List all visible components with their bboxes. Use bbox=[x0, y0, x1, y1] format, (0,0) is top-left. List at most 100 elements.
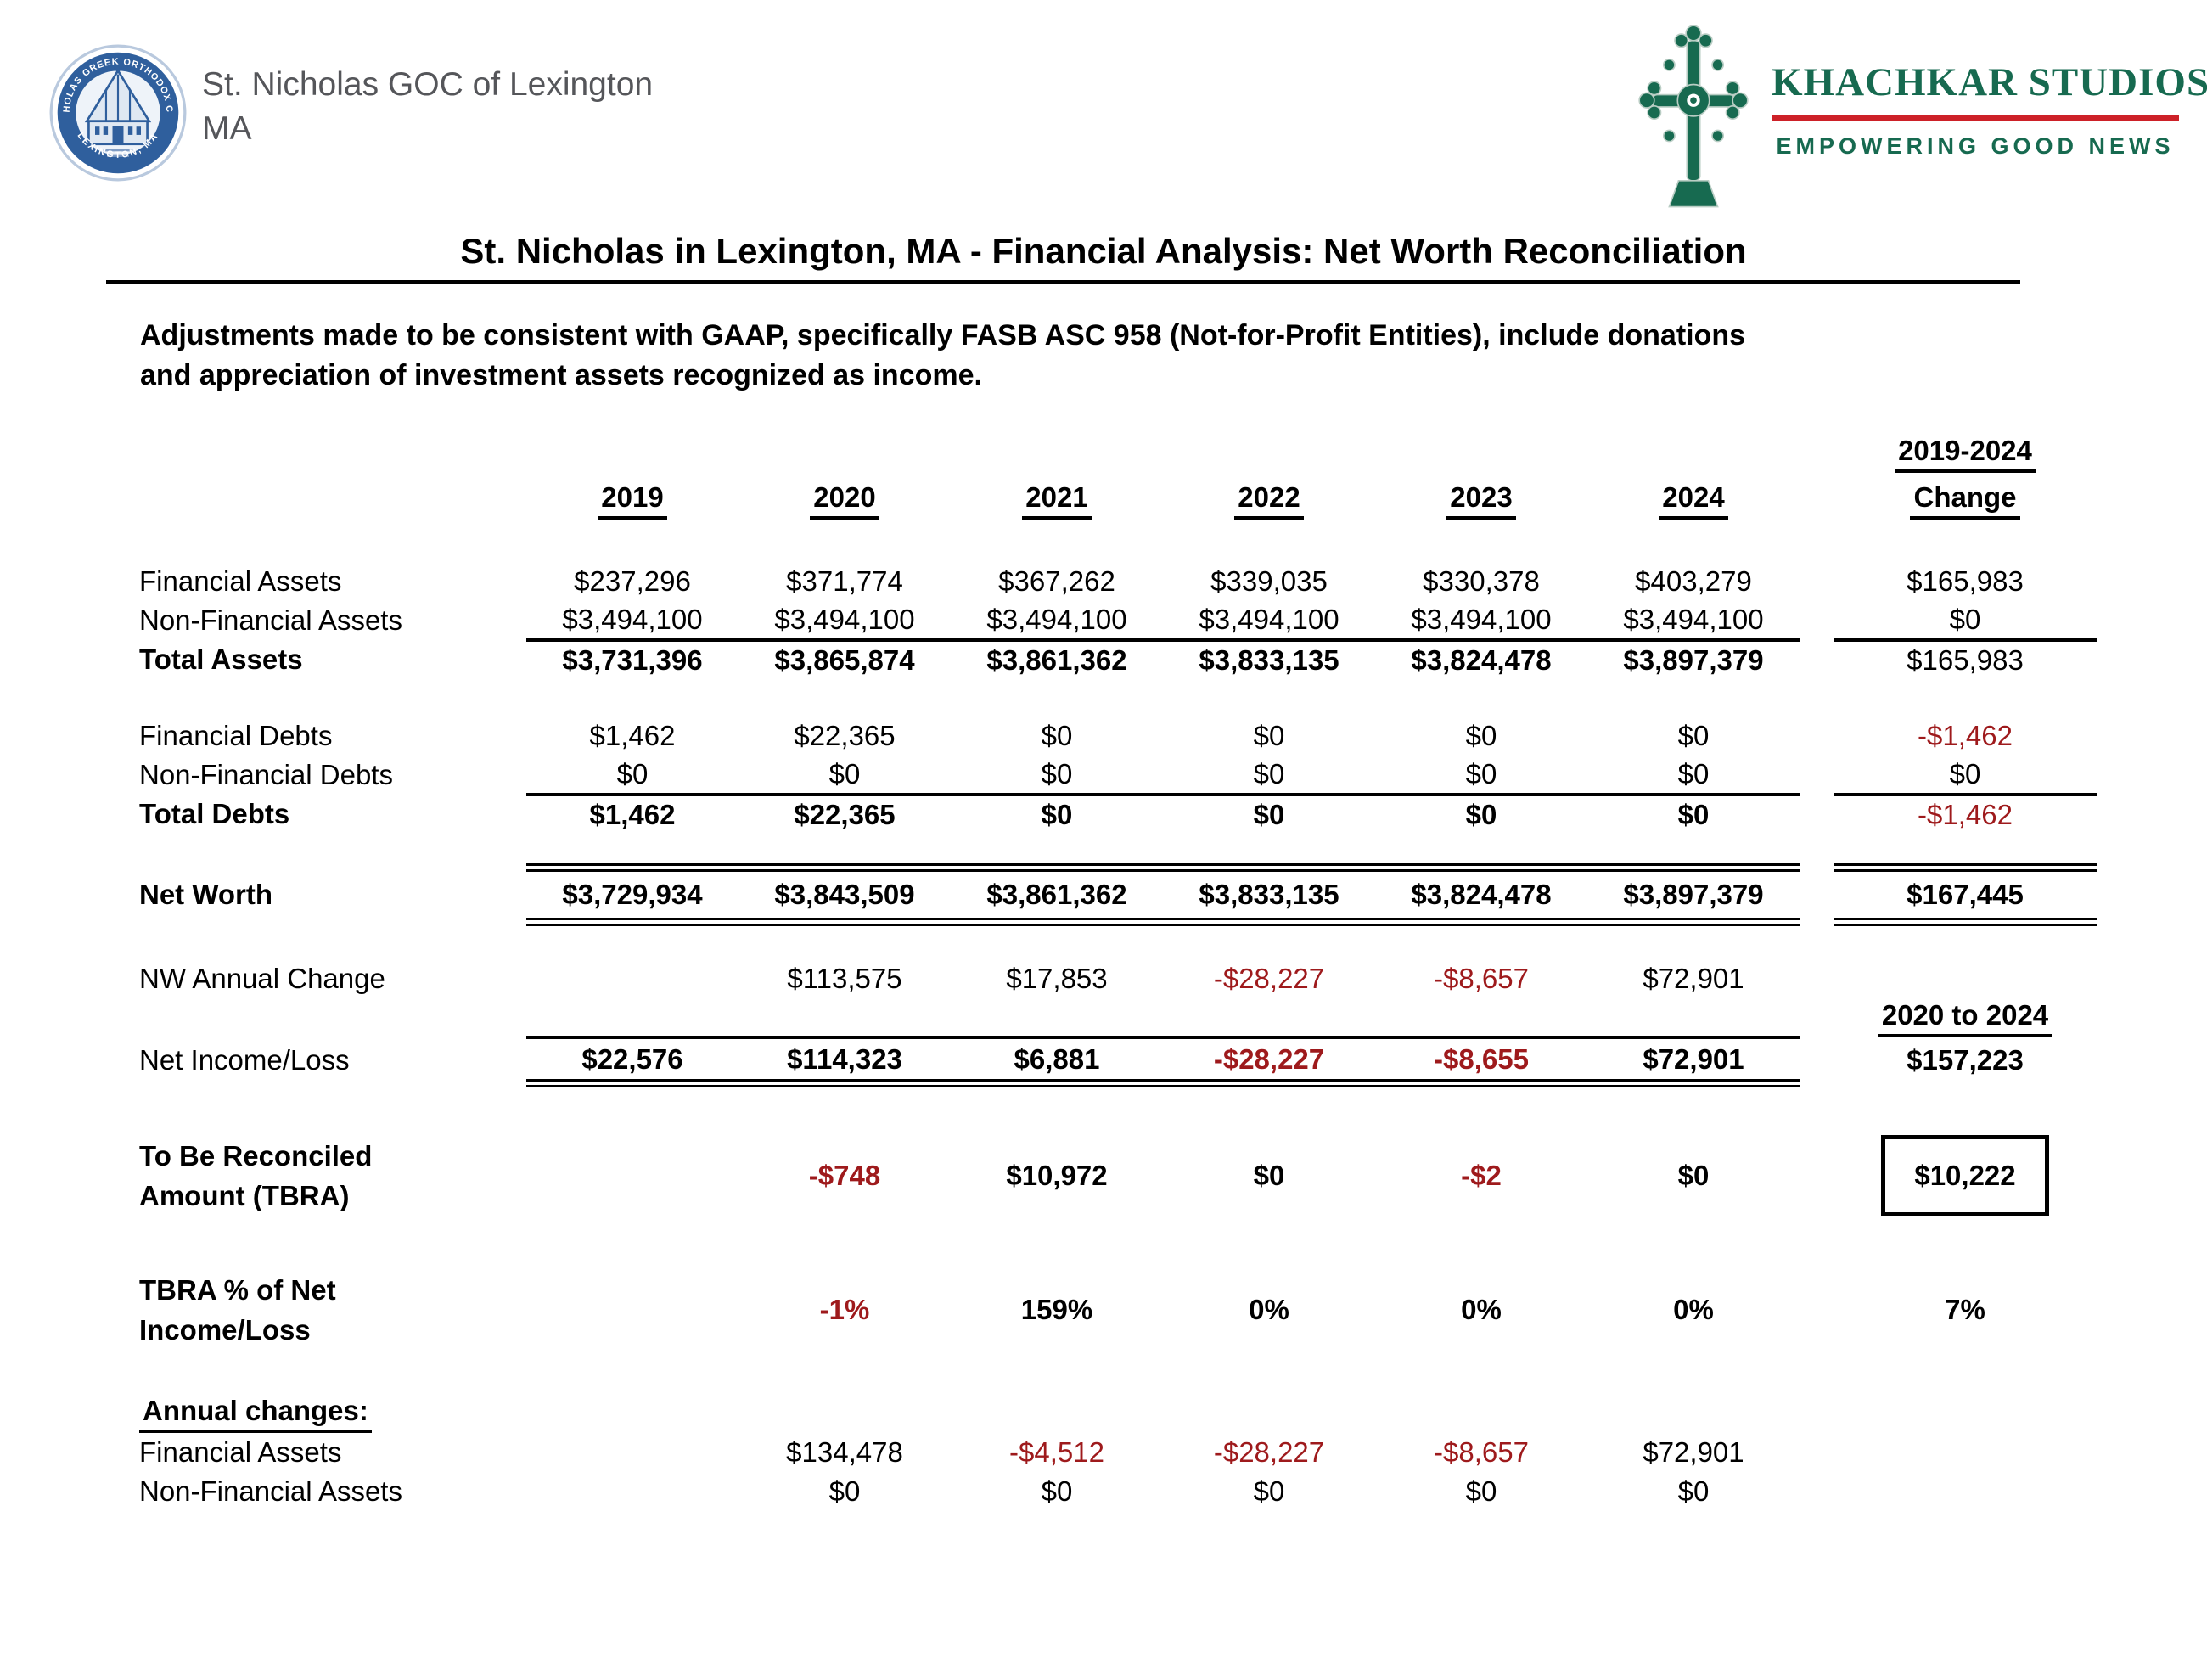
table-cell: $371,774 bbox=[786, 565, 903, 597]
year-header-2023: 2023 bbox=[1446, 481, 1516, 520]
table-cell: $22,365 bbox=[794, 720, 896, 751]
year-header-2019: 2019 bbox=[598, 481, 667, 520]
table-row-net-worth: Net Worth $3,729,934 $3,843,509 $3,861,3… bbox=[136, 863, 2097, 926]
table-cell: $165,983 bbox=[1907, 644, 2024, 676]
table-cell: $3,897,379 bbox=[1587, 863, 1800, 926]
table-cell: $0 bbox=[1677, 1160, 1710, 1191]
table-cell: 0% bbox=[1461, 1294, 1502, 1325]
table-cell: $403,279 bbox=[1635, 565, 1752, 597]
table-cell: $0 bbox=[1041, 720, 1073, 751]
table-cell bbox=[1834, 1472, 2097, 1511]
table-cell: $0 bbox=[1253, 720, 1285, 751]
table-row-financial-debts: Financial Debts $1,462 $22,365 $0 $0 $0 … bbox=[136, 716, 2097, 756]
table-cell: $3,494,100 bbox=[526, 601, 738, 642]
table-cell: 0% bbox=[1673, 1294, 1714, 1325]
row-label: Non-Financial Assets bbox=[139, 1475, 402, 1507]
table-cell: -$28,227 bbox=[1213, 963, 1325, 994]
subtitle-line1: Adjustments made to be consistent with G… bbox=[140, 319, 1746, 351]
row-label: Non-Financial Debts bbox=[139, 759, 393, 790]
year-header-2020: 2020 bbox=[810, 481, 879, 520]
st-nicholas-seal-icon: ST. NICHOLAS GREEK ORTHODOX CHURCH LEXIN… bbox=[49, 44, 187, 182]
table-cell: $3,833,135 bbox=[1199, 644, 1339, 676]
row-label: TBRA % of Net Income/Loss bbox=[139, 1274, 336, 1346]
table-cell: $0 bbox=[1163, 756, 1375, 796]
table-row-change-subheader: 2020 to 2024 bbox=[136, 998, 2097, 1037]
table-cell: $0 bbox=[1465, 720, 1497, 751]
table-cell: $0 bbox=[1465, 799, 1497, 830]
row-label: NW Annual Change bbox=[139, 963, 385, 994]
table-cell: $3,897,379 bbox=[1623, 644, 1764, 676]
table-cell: $3,494,100 bbox=[738, 601, 951, 642]
table-cell: 0% bbox=[1249, 1294, 1289, 1325]
studio-identity: KHACHKAR STUDIOS EMPOWERING GOOD NEWS bbox=[1634, 24, 2207, 211]
row-label: Net Income/Loss bbox=[139, 1044, 350, 1076]
table-cell: $6,881 bbox=[951, 1036, 1163, 1087]
table-cell: $3,861,362 bbox=[986, 644, 1127, 676]
table-cell: $367,262 bbox=[998, 565, 1115, 597]
year-header-2022: 2022 bbox=[1234, 481, 1304, 520]
table-cell: $0 bbox=[1465, 1475, 1497, 1507]
table-cell: -$1,462 bbox=[1918, 799, 2013, 830]
table-cell: $3,865,874 bbox=[774, 644, 915, 676]
table-row-net-income-loss: Net Income/Loss $22,576 $114,323 $6,881 … bbox=[136, 1036, 2097, 1087]
table-cell: $17,853 bbox=[1006, 963, 1108, 994]
table-cell: -$748 bbox=[808, 1160, 881, 1191]
table-cell: $0 bbox=[1041, 1475, 1073, 1507]
row-label: Financial Assets bbox=[139, 1436, 342, 1468]
title-rule bbox=[106, 280, 2020, 284]
table-cell bbox=[526, 959, 738, 998]
table-cell: $0 bbox=[1834, 601, 2097, 642]
table-row-annual-changes-heading: Annual changes: bbox=[136, 1394, 2097, 1433]
table-cell: $165,983 bbox=[1907, 565, 2024, 597]
table-cell: $3,494,100 bbox=[1587, 601, 1800, 642]
table-cell: $72,901 bbox=[1587, 1036, 1800, 1087]
row-label: Net Worth bbox=[139, 879, 273, 910]
table-cell: $1,462 bbox=[589, 799, 676, 830]
row-label: To Be Reconciled Amount (TBRA) bbox=[139, 1140, 373, 1211]
table-cell: $72,901 bbox=[1643, 1436, 1744, 1468]
subtitle-line2: and appreciation of investment assets re… bbox=[140, 359, 982, 391]
table-cell bbox=[526, 1260, 738, 1360]
table-cell: $0 bbox=[951, 756, 1163, 796]
org-identity: ST. NICHOLAS GREEK ORTHODOX CHURCH LEXIN… bbox=[49, 44, 653, 182]
table-cell: $22,576 bbox=[526, 1036, 738, 1087]
table-cell: $3,494,100 bbox=[951, 601, 1163, 642]
table-row-total-assets: Total Assets $3,731,396 $3,865,874 $3,86… bbox=[136, 640, 2097, 679]
table-cell: $167,445 bbox=[1834, 863, 2097, 926]
table-cell: $0 bbox=[1834, 756, 2097, 796]
table-cell: $0 bbox=[1677, 720, 1710, 751]
year-header-2021: 2021 bbox=[1022, 481, 1092, 520]
table-cell: -$2 bbox=[1461, 1160, 1502, 1191]
table-cell: $22,365 bbox=[794, 799, 896, 830]
row-label: Financial Assets bbox=[139, 565, 342, 597]
table-cell: $72,901 bbox=[1643, 963, 1744, 994]
table-cell: $1,462 bbox=[589, 720, 676, 751]
table-cell: $237,296 bbox=[574, 565, 691, 597]
table-row-ac-financial-assets: Financial Assets $134,478 -$4,512 -$28,2… bbox=[136, 1433, 2097, 1472]
khachkar-cross-icon bbox=[1638, 25, 1749, 208]
table-cell: -$8,657 bbox=[1434, 963, 1529, 994]
table-cell: $3,824,478 bbox=[1375, 863, 1587, 926]
table-cell: -$8,655 bbox=[1375, 1036, 1587, 1087]
table-cell: -$4,512 bbox=[1009, 1436, 1104, 1468]
table-cell: $10,972 bbox=[1006, 1160, 1108, 1191]
table-cell bbox=[526, 1126, 738, 1226]
studio-name: KHACHKAR STUDIOS bbox=[1772, 60, 2207, 104]
table-cell: $3,729,934 bbox=[526, 863, 738, 926]
table-cell: $0 bbox=[1253, 1160, 1285, 1191]
change-header-line1: 2019-2024 bbox=[1895, 435, 2036, 473]
year-header-2024: 2024 bbox=[1659, 481, 1728, 520]
table-cell: $0 bbox=[1587, 756, 1800, 796]
table-cell bbox=[526, 1472, 738, 1511]
table-row-non-financial-assets: Non-Financial Assets $3,494,100 $3,494,1… bbox=[136, 601, 2097, 642]
table-cell: $3,494,100 bbox=[1375, 601, 1587, 642]
table-cell: $0 bbox=[1253, 1475, 1285, 1507]
tbra-total-box: $10,222 bbox=[1881, 1135, 2049, 1216]
row-label: Non-Financial Assets bbox=[139, 604, 402, 636]
studio-text: KHACHKAR STUDIOS EMPOWERING GOOD NEWS bbox=[1772, 59, 2207, 160]
tbra-total-boxed-cell: $10,222 bbox=[1834, 1126, 2097, 1226]
table-cell: -$28,227 bbox=[1163, 1036, 1375, 1087]
table-cell bbox=[1834, 959, 2097, 998]
table-cell: $339,035 bbox=[1210, 565, 1328, 597]
